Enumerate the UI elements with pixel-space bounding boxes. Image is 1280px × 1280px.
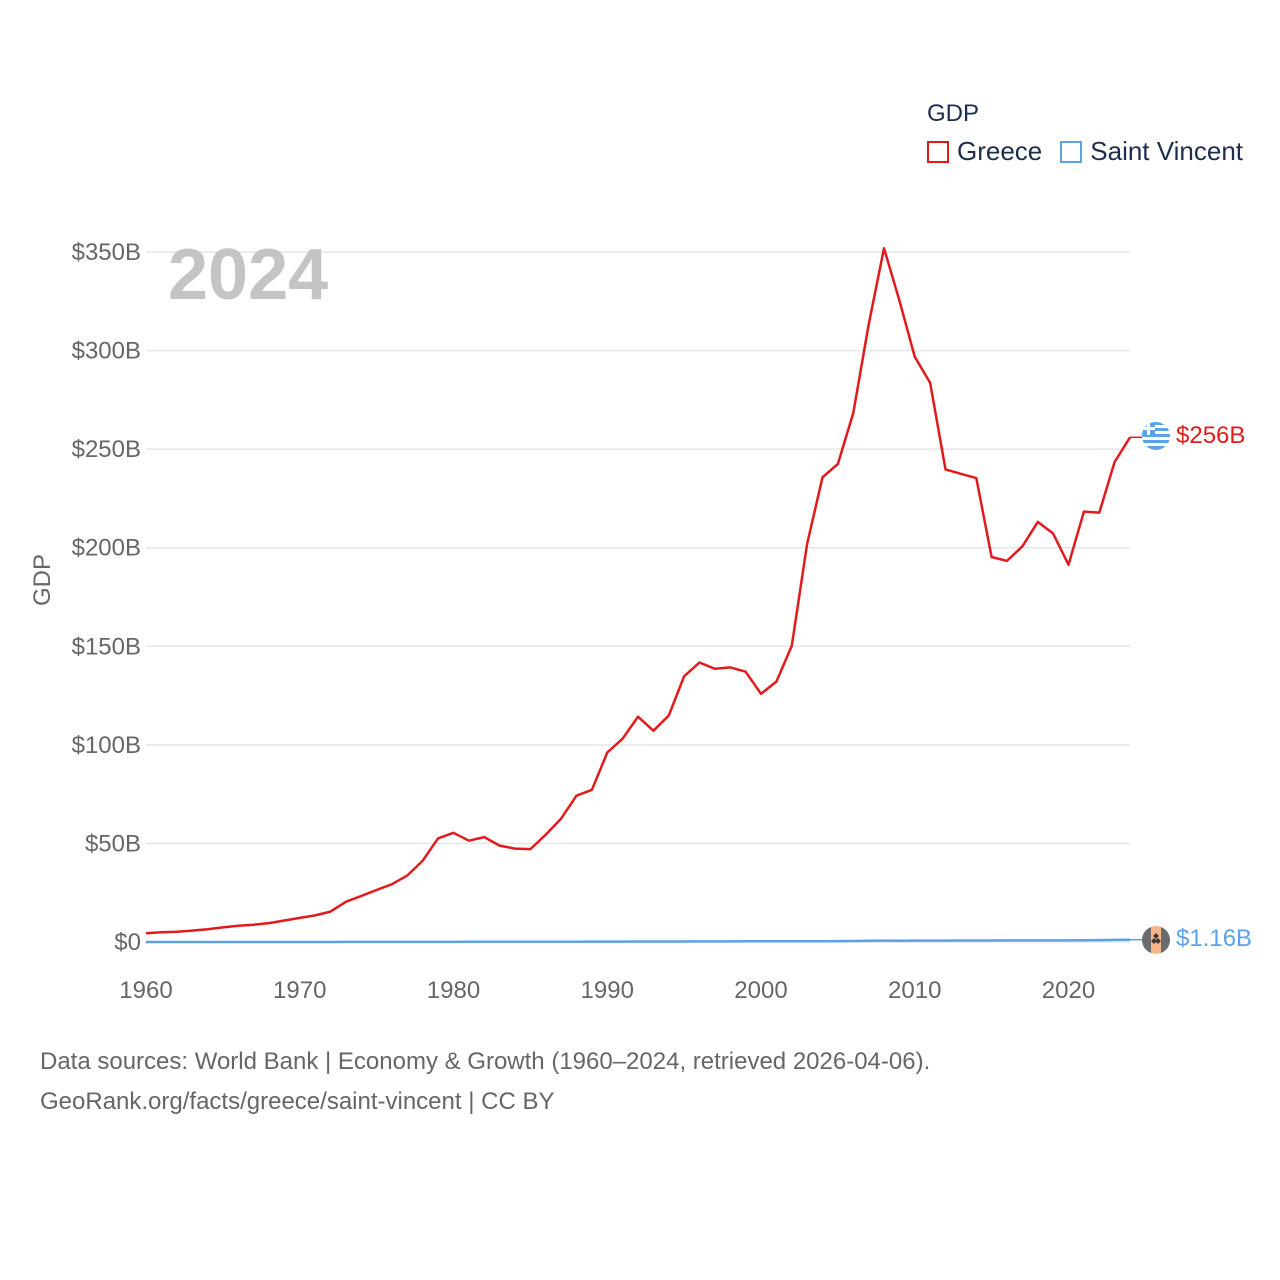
legend-items: Greece Saint Vincent xyxy=(927,136,1261,167)
y-axis-tick-labels: $0 $50B $100B $150B $200B $250B $300B $350B xyxy=(72,239,141,956)
saint-vincent-line xyxy=(146,938,1131,944)
x-tick-label: 1990 xyxy=(581,977,634,1004)
greece-swatch-icon xyxy=(927,140,949,163)
y-axis-label: GDP xyxy=(29,554,56,606)
y-tick-label: $100B xyxy=(72,732,141,759)
grid-lines xyxy=(146,251,1130,943)
y-tick-label: $150B xyxy=(72,633,141,660)
y-tick-label: $350B xyxy=(72,239,141,266)
year-label: 2024 xyxy=(168,235,328,315)
legend-title: GDP xyxy=(927,100,980,127)
legend-item-saint-vincent[interactable]: Saint Vincent xyxy=(1060,136,1243,167)
greece-line xyxy=(145,247,1132,935)
saint-vincent-swatch-icon xyxy=(1060,140,1083,163)
series-end-markers xyxy=(1142,422,1170,954)
y-tick-label: $300B xyxy=(72,338,141,365)
source-link[interactable]: GeoRank.org/facts/greece/saint-vincent |… xyxy=(40,1088,555,1115)
x-tick-label: 1970 xyxy=(273,977,326,1004)
y-tick-label: $50B xyxy=(85,830,141,857)
y-tick-label: $0 xyxy=(114,929,141,956)
y-tick-label: $200B xyxy=(72,535,141,562)
saint-vincent-flag-icon xyxy=(1142,926,1170,954)
series-lines xyxy=(145,247,1142,944)
footer: Data sources: World Bank | Economy & Gro… xyxy=(40,1042,930,1122)
legend-label-saint-vincent: Saint Vincent xyxy=(1090,136,1244,166)
x-tick-label: 1960 xyxy=(119,977,172,1004)
x-tick-label: 2020 xyxy=(1042,977,1095,1004)
legend-label-greece: Greece xyxy=(957,136,1043,166)
x-tick-label: 1980 xyxy=(427,977,480,1004)
legend: GDP Greece Saint Vincent xyxy=(927,100,1261,167)
y-tick-label: $250B xyxy=(72,436,141,463)
x-tick-label: 2010 xyxy=(888,977,941,1004)
x-tick-label: 2000 xyxy=(734,977,787,1004)
saint-vincent-end-label: $1.16B xyxy=(1176,925,1252,952)
greece-flag-icon xyxy=(1142,422,1170,450)
legend-item-greece[interactable]: Greece xyxy=(927,136,1042,167)
greece-end-label: $256B xyxy=(1176,422,1245,449)
x-axis-tick-labels: 1960 1970 1980 1990 2000 2010 2020 xyxy=(119,977,1095,1004)
data-sources-text: Data sources: World Bank | Economy & Gro… xyxy=(40,1048,931,1075)
